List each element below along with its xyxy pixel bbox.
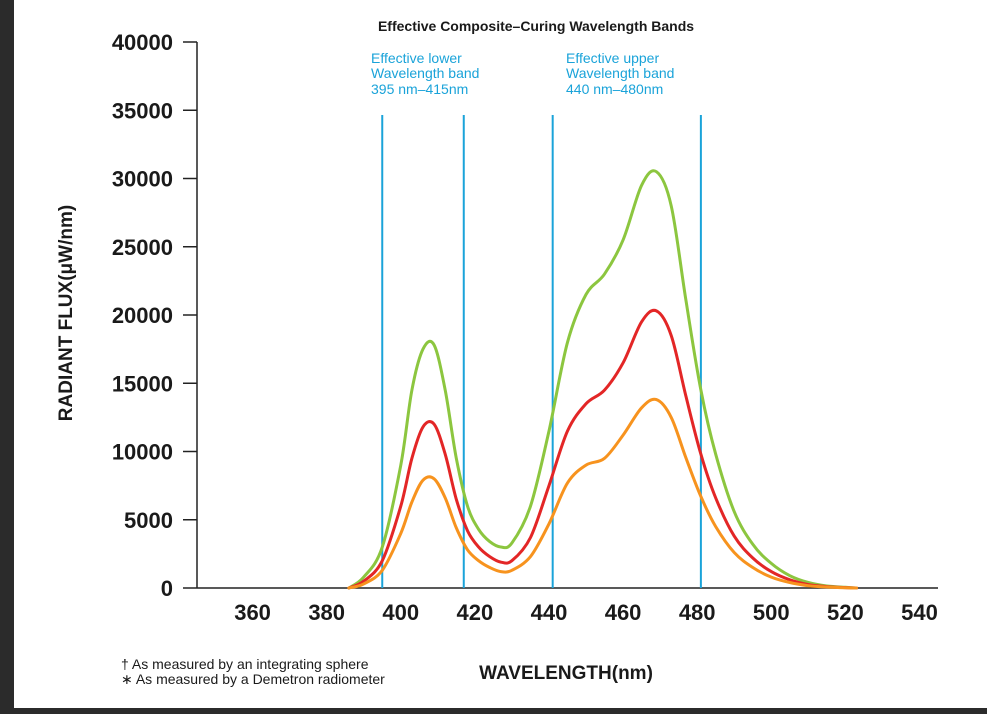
chart-panel: [14, 0, 987, 708]
y-axis-label: RADIANT FLUX(μW/nm): [56, 205, 77, 421]
y-tick-label: 25000: [112, 235, 173, 260]
y-tick-label: 30000: [112, 167, 173, 192]
x-tick-label: 540: [901, 600, 938, 625]
x-tick-label: 460: [605, 600, 642, 625]
x-tick-label: 440: [531, 600, 568, 625]
upper-band-label-line-1: Effective upper: [566, 50, 659, 66]
y-tick-label: 40000: [112, 30, 173, 55]
band-lines: [381, 115, 702, 588]
x-tick-label: 380: [308, 600, 345, 625]
y-tick-label: 10000: [112, 440, 173, 465]
y-tick-label: 15000: [112, 371, 173, 396]
lower-band-label-line-2: Wavelength band: [371, 65, 479, 81]
y-tick-label: 20000: [112, 303, 173, 328]
x-tick-label: 420: [457, 600, 494, 625]
series-line: [347, 308, 858, 590]
lower-band-label-line-1: Effective lower: [371, 50, 462, 66]
series-line: [347, 397, 858, 590]
upper-band-label-line-3: 440 nm–480nm: [566, 81, 663, 97]
series-lines: [347, 169, 858, 590]
footnote-1: † As measured by an integrating sphere: [121, 656, 369, 672]
series-line: [347, 169, 858, 590]
y-tick-label: 5000: [124, 508, 173, 533]
x-axis-label: WAVELENGTH(nm): [479, 663, 653, 684]
y-axis-ticks: 0 5000 10000 15000 20000 25000 30000 35000 40000: [112, 30, 197, 601]
y-tick-label: 0: [161, 576, 173, 601]
x-tick-label: 480: [679, 600, 716, 625]
chart-title: Effective Composite–Curing Wavelength Ba…: [378, 18, 694, 34]
x-tick-label: 360: [234, 600, 271, 625]
lower-band-label-line-3: 395 nm–415nm: [371, 81, 468, 97]
x-axis-ticks: 360 380 400 420 440 460 480 500 520 540: [234, 600, 938, 625]
x-tick-label: 400: [382, 600, 419, 625]
y-tick-label: 35000: [112, 98, 173, 123]
footnote-2: ∗ As measured by a Demetron radiometer: [121, 671, 385, 687]
x-tick-label: 500: [753, 600, 790, 625]
upper-band-label-line-2: Wavelength band: [566, 65, 674, 81]
x-tick-label: 520: [827, 600, 864, 625]
